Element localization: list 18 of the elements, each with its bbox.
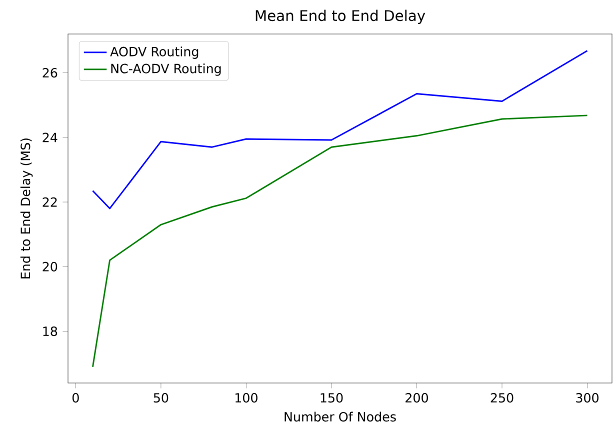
legend-label: NC-AODV Routing: [111, 64, 221, 76]
x-tick-label: 250: [490, 393, 514, 403]
x-tick-label: 150: [320, 393, 343, 403]
y-tick-label: 18: [43, 326, 58, 336]
y-tick-label: 24: [42, 132, 58, 142]
y-axis-title: End to End Delay (MS): [20, 138, 33, 278]
chart-title: Mean End to End Delay: [256, 10, 426, 24]
y-tick-label: 20: [42, 262, 58, 272]
x-axis-title: Number Of Nodes: [284, 412, 396, 422]
x-tick-label: 0: [72, 393, 79, 403]
x-tick-label: 200: [406, 393, 428, 403]
y-tick-label: 22: [42, 197, 57, 207]
y-tick-label: 26: [42, 68, 58, 78]
x-tick-label: 100: [236, 393, 258, 403]
line-series: [92, 114, 588, 368]
legend-label: AODV Routing: [110, 46, 198, 59]
x-tick-label: 50: [154, 393, 168, 403]
x-tick-label: 300: [576, 393, 598, 403]
